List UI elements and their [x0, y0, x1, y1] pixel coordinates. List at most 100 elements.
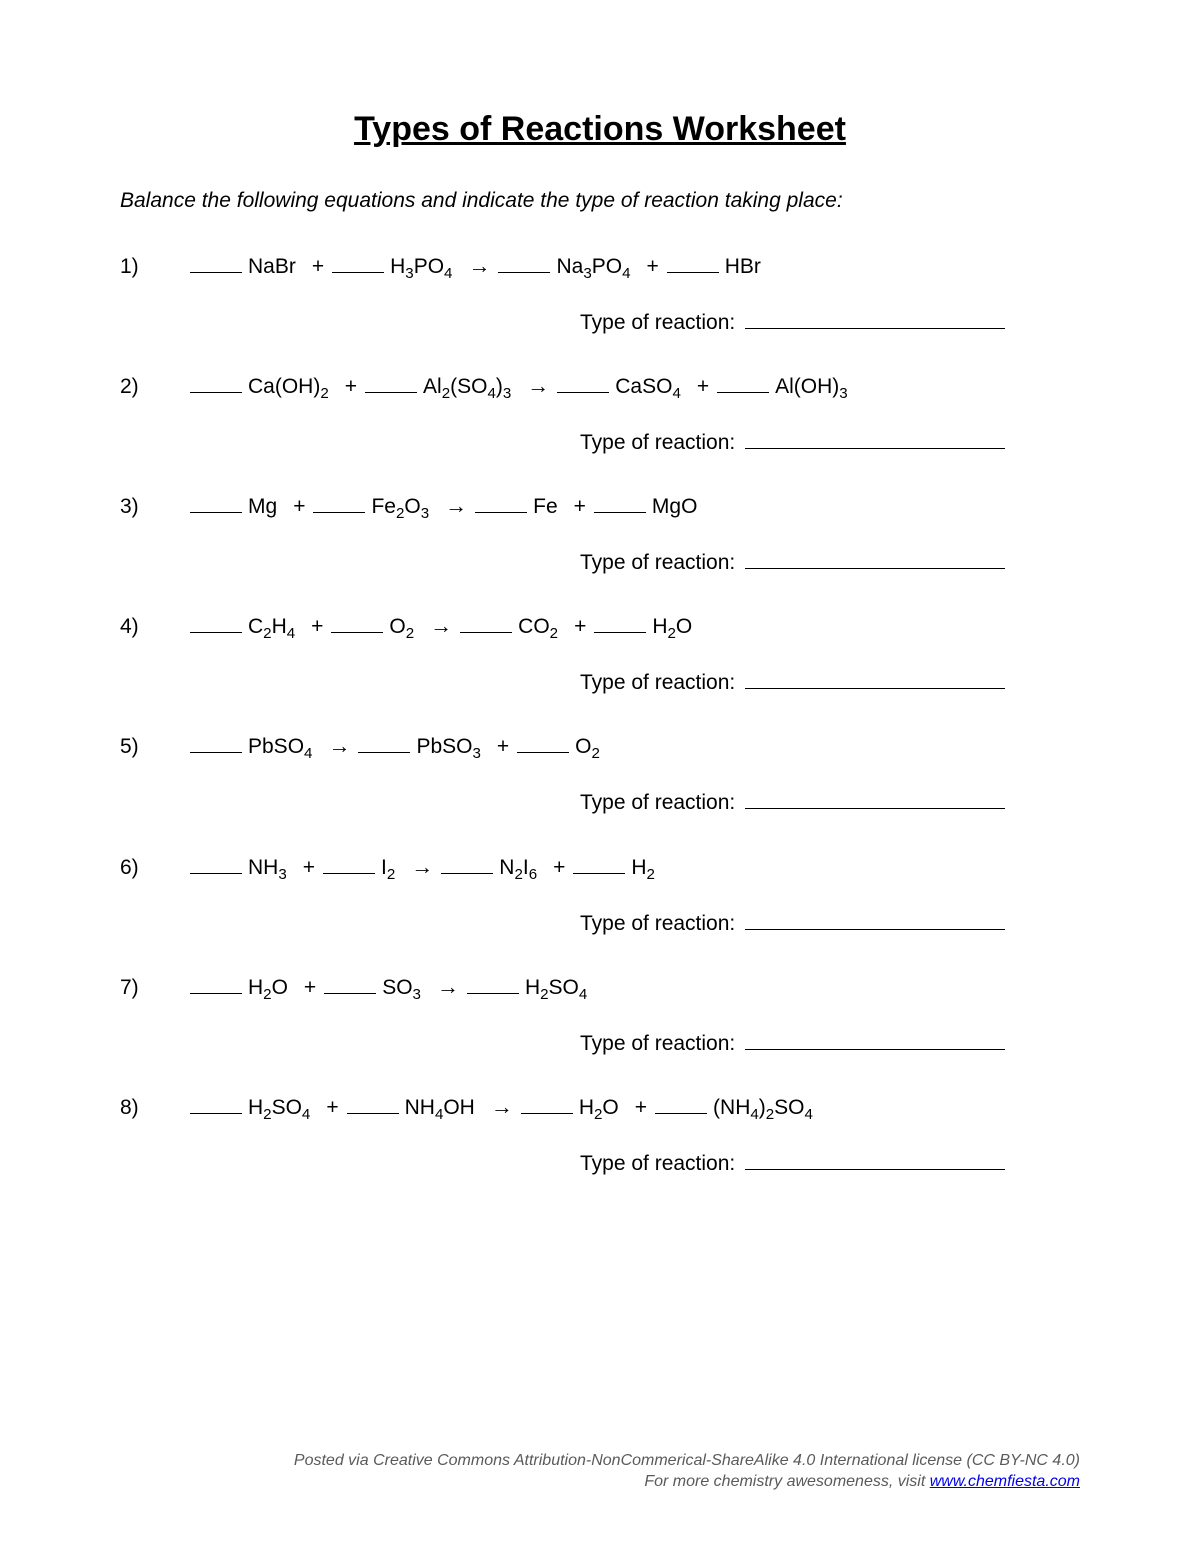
- problems-list: 1)NaBr+H3PO4→Na3PO4+HBrType of reaction:…: [120, 251, 1080, 1176]
- chemical-formula: MgO: [652, 495, 698, 519]
- plus-operator: +: [635, 1096, 647, 1120]
- type-answer-blank[interactable]: [745, 547, 1005, 569]
- plus-operator: +: [312, 255, 324, 279]
- coefficient-blank[interactable]: [594, 491, 646, 513]
- coefficient-blank[interactable]: [190, 851, 242, 873]
- type-of-reaction-row: Type of reaction:: [580, 547, 1080, 575]
- problem-5: 5)PbSO4→PbSO3+O2Type of reaction:: [120, 731, 1080, 815]
- equation-row: 7)H2O+SO3→H2SO4: [120, 972, 1080, 1000]
- coefficient-blank[interactable]: [358, 731, 410, 753]
- coefficient-blank[interactable]: [441, 851, 493, 873]
- chemical-formula: CO2: [518, 615, 558, 639]
- chemical-formula: H2O: [579, 1096, 619, 1120]
- type-answer-blank[interactable]: [745, 667, 1005, 689]
- problem-number: 1): [120, 255, 190, 279]
- type-answer-blank[interactable]: [745, 1028, 1005, 1050]
- coefficient-blank[interactable]: [498, 251, 550, 273]
- plus-operator: +: [697, 375, 709, 399]
- coefficient-blank[interactable]: [467, 972, 519, 994]
- coefficient-blank[interactable]: [460, 611, 512, 633]
- type-label: Type of reaction:: [580, 1032, 741, 1055]
- plus-operator: +: [303, 856, 315, 880]
- plus-operator: +: [646, 255, 658, 279]
- problem-number: 2): [120, 375, 190, 399]
- arrow-icon: →: [328, 733, 350, 759]
- chemical-formula: Al(OH)3: [775, 375, 848, 399]
- arrow-icon: →: [437, 974, 459, 1000]
- coefficient-blank[interactable]: [190, 371, 242, 393]
- coefficient-blank[interactable]: [717, 371, 769, 393]
- equation-row: 3)Mg+Fe2O3→Fe+MgO: [120, 491, 1080, 519]
- problem-7: 7)H2O+SO3→H2SO4 Type of reaction:: [120, 972, 1080, 1056]
- chemical-formula: NH3: [248, 856, 287, 880]
- chemical-formula: CaSO4: [615, 375, 681, 399]
- type-answer-blank[interactable]: [745, 787, 1005, 809]
- plus-operator: +: [293, 495, 305, 519]
- coefficient-blank[interactable]: [190, 972, 242, 994]
- coefficient-blank[interactable]: [557, 371, 609, 393]
- page-title: Types of Reactions Worksheet: [120, 110, 1080, 149]
- coefficient-blank[interactable]: [190, 251, 242, 273]
- footer-link[interactable]: www.chemfiesta.com: [930, 1473, 1080, 1490]
- chemical-formula: (NH4)2SO4: [713, 1096, 813, 1120]
- chemical-formula: Mg: [248, 495, 277, 519]
- problem-6: 6)NH3+I2→N2I6+H2Type of reaction:: [120, 851, 1080, 935]
- coefficient-blank[interactable]: [365, 371, 417, 393]
- type-of-reaction-row: Type of reaction:: [580, 1148, 1080, 1176]
- type-of-reaction-row: Type of reaction:: [580, 667, 1080, 695]
- problem-4: 4)C2H4+O2→CO2+H2OType of reaction:: [120, 611, 1080, 695]
- type-label: Type of reaction:: [580, 1152, 741, 1175]
- coefficient-blank[interactable]: [475, 491, 527, 513]
- coefficient-blank[interactable]: [521, 1092, 573, 1114]
- coefficient-blank[interactable]: [332, 251, 384, 273]
- chemical-formula: PbSO4: [248, 735, 312, 759]
- problem-8: 8)H2SO4+NH4OH→H2O+(NH4)2SO4Type of react…: [120, 1092, 1080, 1176]
- coefficient-blank[interactable]: [655, 1092, 707, 1114]
- plus-operator: +: [497, 735, 509, 759]
- coefficient-blank[interactable]: [324, 972, 376, 994]
- equation-row: 8)H2SO4+NH4OH→H2O+(NH4)2SO4: [120, 1092, 1080, 1120]
- coefficient-blank[interactable]: [190, 491, 242, 513]
- coefficient-blank[interactable]: [667, 251, 719, 273]
- chemical-formula: I2: [381, 856, 395, 880]
- problem-2: 2)Ca(OH)2+Al2(SO4)3→CaSO4+Al(OH)3Type of…: [120, 371, 1080, 455]
- plus-operator: +: [311, 615, 323, 639]
- coefficient-blank[interactable]: [323, 851, 375, 873]
- arrow-icon: →: [411, 854, 433, 880]
- type-of-reaction-row: Type of reaction:: [580, 1028, 1080, 1056]
- arrow-icon: →: [468, 253, 490, 279]
- chemical-formula: C2H4: [248, 615, 295, 639]
- type-label: Type of reaction:: [580, 912, 741, 935]
- instructions-text: Balance the following equations and indi…: [120, 189, 1080, 213]
- coefficient-blank[interactable]: [517, 731, 569, 753]
- problem-number: 7): [120, 976, 190, 1000]
- coefficient-blank[interactable]: [190, 1092, 242, 1114]
- type-label: Type of reaction:: [580, 431, 741, 454]
- type-answer-blank[interactable]: [745, 1148, 1005, 1170]
- worksheet-page: Types of Reactions Worksheet Balance the…: [0, 0, 1200, 1553]
- type-label: Type of reaction:: [580, 671, 741, 694]
- type-answer-blank[interactable]: [745, 908, 1005, 930]
- chemical-formula: O2: [389, 615, 414, 639]
- plus-operator: +: [574, 495, 586, 519]
- chemical-formula: Fe: [533, 495, 558, 519]
- chemical-formula: N2I6: [499, 856, 537, 880]
- type-of-reaction-row: Type of reaction:: [580, 307, 1080, 335]
- coefficient-blank[interactable]: [347, 1092, 399, 1114]
- plus-operator: +: [553, 856, 565, 880]
- type-label: Type of reaction:: [580, 791, 741, 814]
- plus-operator: +: [326, 1096, 338, 1120]
- type-answer-blank[interactable]: [745, 307, 1005, 329]
- coefficient-blank[interactable]: [313, 491, 365, 513]
- coefficient-blank[interactable]: [190, 731, 242, 753]
- type-of-reaction-row: Type of reaction:: [580, 908, 1080, 936]
- arrow-icon: →: [527, 373, 549, 399]
- coefficient-blank[interactable]: [190, 611, 242, 633]
- type-answer-blank[interactable]: [745, 427, 1005, 449]
- coefficient-blank[interactable]: [594, 611, 646, 633]
- coefficient-blank[interactable]: [331, 611, 383, 633]
- footer-license-line: Posted via Creative Commons Attribution-…: [0, 1450, 1080, 1472]
- footer: Posted via Creative Commons Attribution-…: [0, 1450, 1200, 1493]
- chemical-formula: NaBr: [248, 255, 296, 279]
- coefficient-blank[interactable]: [573, 851, 625, 873]
